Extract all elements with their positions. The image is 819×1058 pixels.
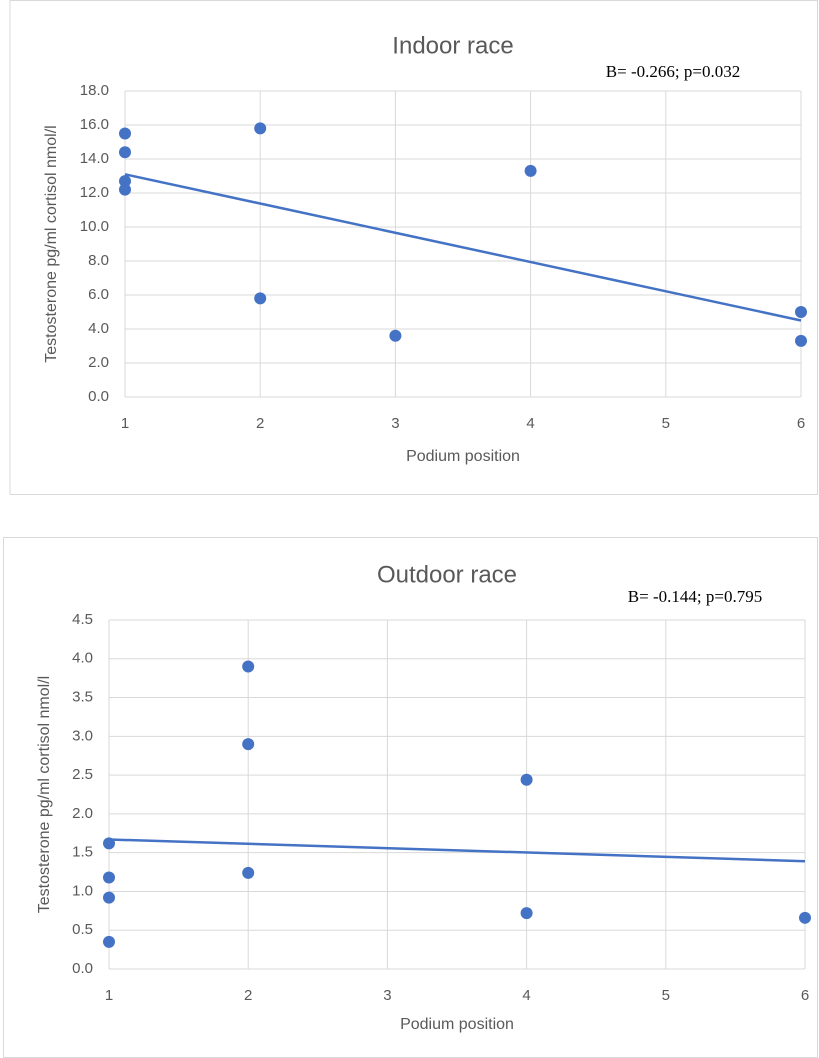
y-tick-label: 1.5 — [72, 844, 93, 861]
point — [799, 911, 811, 924]
point — [119, 175, 131, 188]
y-axis-label: Testosterone pg/ml cortisol nmol/l — [43, 125, 60, 362]
point — [795, 306, 807, 318]
x-tick-label: 5 — [662, 987, 670, 1004]
x-tick-label: 2 — [256, 415, 264, 432]
point — [103, 871, 115, 884]
x-tick-label: 5 — [662, 415, 670, 432]
point — [103, 891, 115, 904]
y-tick-label: 3.0 — [72, 727, 93, 744]
y-tick-label: 16.0 — [80, 116, 109, 133]
y-tick-label: 12.0 — [80, 184, 109, 201]
y-tick-label: 18.0 — [80, 82, 109, 99]
chart-title: Outdoor race — [377, 561, 517, 588]
annotation: B= -0.144; p=0.795 — [628, 587, 762, 606]
y-tick-label: 2.0 — [88, 354, 109, 371]
point — [119, 127, 131, 140]
chart: 0.0 0.5 1.0 1.5 2.0 2.5 3.0 3.5 4.0 4.5 1 2 3 4 5 6 Outd… — [3, 537, 818, 1058]
y-tick-label: 6.0 — [88, 286, 109, 303]
x-tick-label: 6 — [797, 415, 805, 432]
point — [254, 122, 267, 135]
point — [389, 329, 402, 342]
point — [520, 773, 533, 786]
y-tick-label: 3.5 — [72, 689, 93, 706]
y-tick-label: 1.0 — [72, 882, 93, 899]
point — [242, 660, 255, 673]
x-tick-label: 6 — [801, 987, 809, 1004]
point — [254, 292, 267, 305]
chart-frame — [3, 537, 818, 1058]
x-tick-label: 4 — [526, 415, 534, 432]
point — [520, 907, 533, 920]
point — [119, 146, 131, 159]
chart: 0.0 2.0 4.0 6.0 8.0 10.0 12.0 14.0 16.0 18.0 1 2 3 4 5… — [9, 0, 818, 495]
chart-title: Indoor race — [392, 32, 513, 59]
x-tick-label: 3 — [383, 987, 391, 1004]
y-tick-label: 8.0 — [88, 252, 109, 269]
x-tick-label: 4 — [522, 987, 530, 1004]
x-tick-label: 2 — [244, 987, 252, 1004]
point — [242, 866, 255, 879]
point — [119, 183, 131, 196]
y-tick-label: 0.5 — [72, 921, 93, 938]
x-tick-label: 3 — [391, 415, 399, 432]
x-axis-label: Podium position — [400, 1016, 514, 1033]
x-axis-label: Podium position — [406, 448, 520, 465]
y-axis-label: Testosterone pg/ml cortisol nmol/l — [36, 676, 53, 913]
chart-frame — [9, 0, 818, 495]
point — [795, 334, 807, 347]
y-tick-label: 0.0 — [72, 960, 93, 977]
x-tick-label: 1 — [105, 987, 113, 1004]
y-tick-label: 2.0 — [72, 805, 93, 822]
y-tick-label: 0.0 — [88, 388, 109, 405]
point — [242, 738, 255, 751]
y-tick-label: 10.0 — [80, 218, 109, 235]
point — [103, 935, 115, 948]
x-tick-label: 1 — [121, 415, 129, 432]
y-tick-label: 2.5 — [72, 766, 93, 783]
y-tick-label: 14.0 — [80, 150, 109, 167]
y-tick-label: 4.5 — [72, 611, 93, 628]
y-tick-label: 4.0 — [72, 650, 93, 667]
trendline — [108, 838, 806, 863]
annotation: B= -0.266; p=0.032 — [606, 62, 740, 81]
trendline — [124, 173, 802, 322]
y-tick-label: 4.0 — [88, 320, 109, 337]
point — [524, 164, 537, 177]
